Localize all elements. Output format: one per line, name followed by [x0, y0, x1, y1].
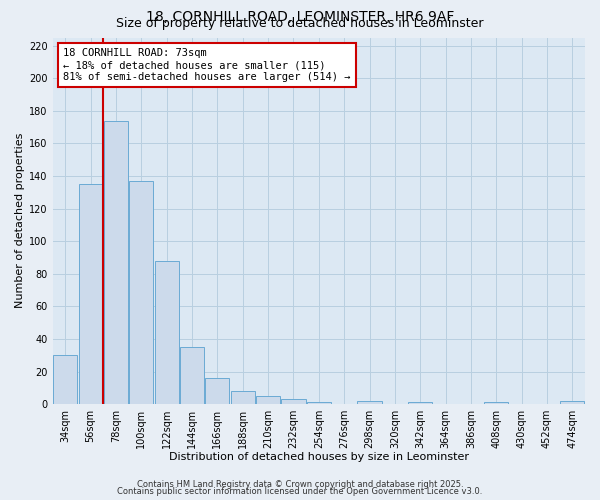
Bar: [358, 401, 382, 404]
Y-axis label: Number of detached properties: Number of detached properties: [15, 133, 25, 308]
Bar: [130, 181, 154, 404]
Bar: [104, 120, 128, 404]
Bar: [231, 391, 255, 404]
Bar: [281, 399, 305, 404]
Bar: [205, 378, 229, 404]
Bar: [180, 347, 204, 404]
X-axis label: Distribution of detached houses by size in Leominster: Distribution of detached houses by size …: [169, 452, 469, 462]
Bar: [256, 396, 280, 404]
Bar: [560, 401, 584, 404]
Bar: [53, 355, 77, 404]
Text: Contains HM Land Registry data © Crown copyright and database right 2025.: Contains HM Land Registry data © Crown c…: [137, 480, 463, 489]
Bar: [79, 184, 103, 404]
Bar: [408, 402, 432, 404]
Text: 18, CORNHILL ROAD, LEOMINSTER, HR6 9AF: 18, CORNHILL ROAD, LEOMINSTER, HR6 9AF: [146, 10, 454, 24]
Text: Size of property relative to detached houses in Leominster: Size of property relative to detached ho…: [116, 18, 484, 30]
Text: Contains public sector information licensed under the Open Government Licence v3: Contains public sector information licen…: [118, 487, 482, 496]
Text: 18 CORNHILL ROAD: 73sqm
← 18% of detached houses are smaller (115)
81% of semi-d: 18 CORNHILL ROAD: 73sqm ← 18% of detache…: [63, 48, 351, 82]
Bar: [155, 260, 179, 404]
Bar: [307, 402, 331, 404]
Bar: [484, 402, 508, 404]
